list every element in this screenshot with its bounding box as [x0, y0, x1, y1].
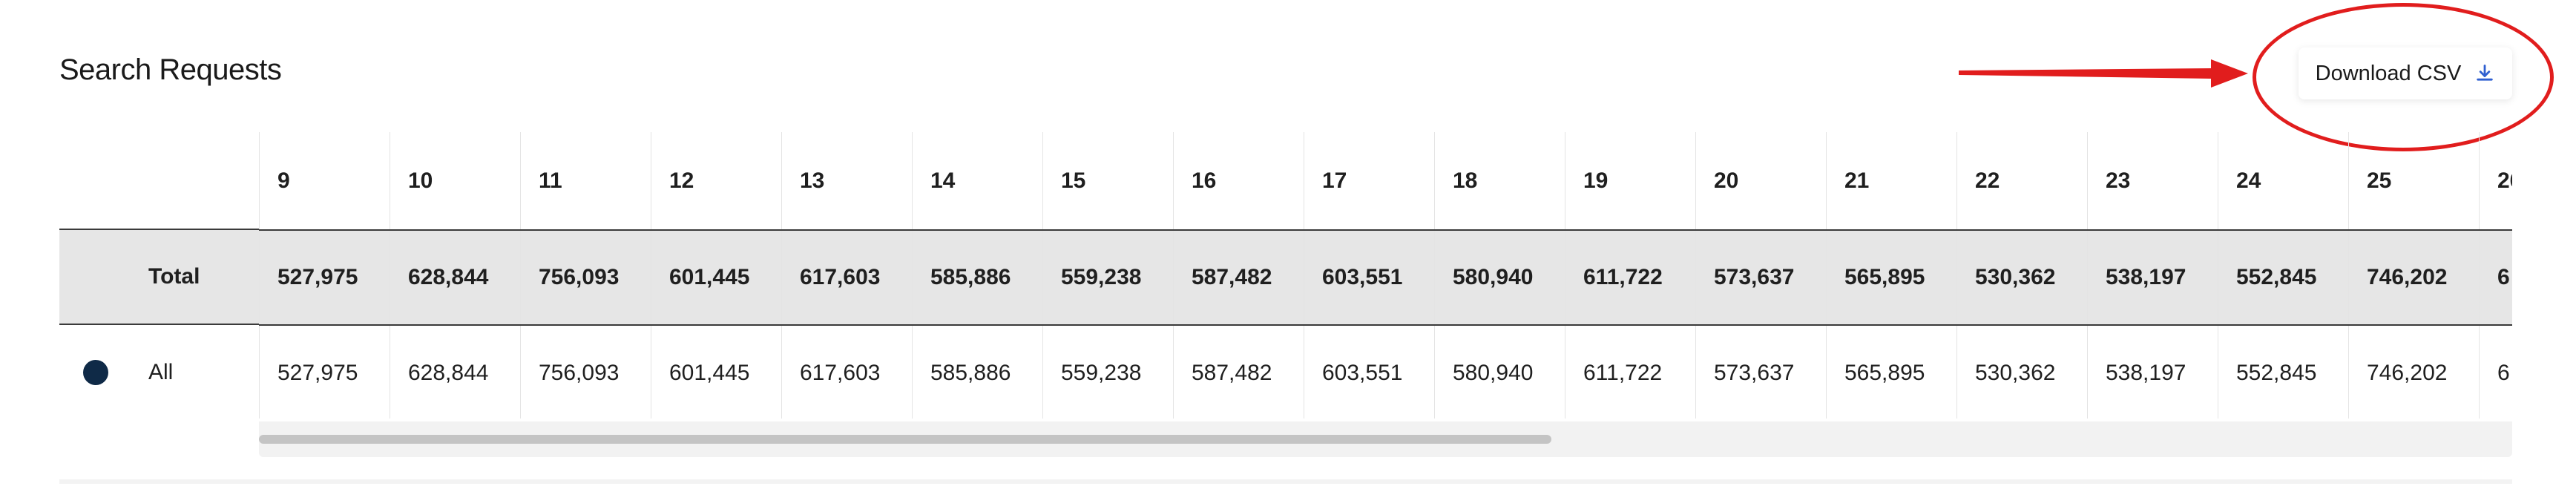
- data-table: Total All 9 10 11 12 13 14 15 16 17 18 19 20 21 22 23 2…: [59, 132, 2512, 419]
- download-csv-button[interactable]: Download CSV: [2299, 47, 2512, 99]
- total-cell: 628,844: [390, 230, 521, 326]
- column-header: 14: [912, 132, 1043, 231]
- all-cell: 587,482: [1173, 325, 1304, 419]
- column-header: 17: [1304, 132, 1435, 231]
- total-cell: 580,940: [1434, 230, 1565, 326]
- row-labels-column: Total All: [59, 132, 259, 419]
- all-cell: 6: [2479, 325, 2512, 419]
- total-cell: 617,603: [781, 230, 913, 326]
- column-header: 26: [2479, 132, 2512, 231]
- total-cell: 603,551: [1304, 230, 1435, 326]
- all-row: 527,975 628,844 756,093 601,445 617,603 585,8…: [259, 325, 2512, 419]
- column-header: 10: [390, 132, 521, 231]
- total-row-label: Total: [59, 230, 259, 325]
- table-scroll-area[interactable]: 91011121314151617181920212223242526 527,…: [259, 132, 2512, 419]
- column-header: 20: [1695, 132, 1827, 231]
- series-color-dot: [83, 360, 108, 385]
- column-header: 21: [1826, 132, 1957, 231]
- all-cell: 565,895: [1826, 325, 1957, 419]
- total-cell: 587,482: [1173, 230, 1304, 326]
- total-cell: 552,845: [2218, 230, 2349, 326]
- total-cell: 611,722: [1565, 230, 1696, 326]
- all-cell: 552,845: [2218, 325, 2349, 419]
- column-header: 12: [651, 132, 782, 231]
- all-cell: 617,603: [781, 325, 913, 419]
- column-header: 16: [1173, 132, 1304, 231]
- column-header: 15: [1042, 132, 1174, 231]
- all-cell: 538,197: [2087, 325, 2218, 419]
- values-grid: 91011121314151617181920212223242526 527,…: [259, 132, 2512, 419]
- total-cell: 585,886: [912, 230, 1043, 326]
- column-header: 23: [2087, 132, 2218, 231]
- all-cell: 611,722: [1565, 325, 1696, 419]
- all-cell: 628,844: [390, 325, 521, 419]
- all-cell: 530,362: [1956, 325, 2088, 419]
- header-corner-cell: [59, 132, 259, 230]
- column-header: 18: [1434, 132, 1565, 231]
- all-cell: 603,551: [1304, 325, 1435, 419]
- annotation-arrow: [1959, 59, 2248, 88]
- total-cell: 573,637: [1695, 230, 1827, 326]
- all-cell: 580,940: [1434, 325, 1565, 419]
- column-header: 19: [1565, 132, 1696, 231]
- all-cell: 527,975: [259, 325, 390, 419]
- column-header: 9: [259, 132, 390, 231]
- total-cell: 538,197: [2087, 230, 2218, 326]
- column-header-row: 91011121314151617181920212223242526: [259, 132, 2512, 231]
- horizontal-scrollbar[interactable]: [259, 421, 2512, 457]
- all-row-label-cell: All: [59, 325, 259, 419]
- download-csv-label: Download CSV: [2315, 61, 2462, 85]
- total-cell: 756,093: [520, 230, 651, 326]
- total-cell: 559,238: [1042, 230, 1174, 326]
- all-cell: 756,093: [520, 325, 651, 419]
- all-cell: 559,238: [1042, 325, 1174, 419]
- all-cell: 573,637: [1695, 325, 1827, 419]
- column-header: 25: [2348, 132, 2480, 231]
- column-header: 24: [2218, 132, 2349, 231]
- all-cell: 585,886: [912, 325, 1043, 419]
- scrollbar-thumb[interactable]: [259, 435, 1551, 444]
- page-title: Search Requests: [59, 53, 282, 86]
- total-cell: 746,202: [2348, 230, 2480, 326]
- column-header: 11: [520, 132, 651, 231]
- total-cell: 527,975: [259, 230, 390, 326]
- panel-bottom-edge: [59, 479, 2512, 484]
- all-cell: 601,445: [651, 325, 782, 419]
- all-cell: 746,202: [2348, 325, 2480, 419]
- column-header: 13: [781, 132, 913, 231]
- total-cell: 601,445: [651, 230, 782, 326]
- total-cell: 565,895: [1826, 230, 1957, 326]
- column-header: 22: [1956, 132, 2088, 231]
- all-row-label: All: [148, 360, 174, 384]
- total-cell: 6: [2479, 230, 2512, 326]
- total-row: 527,975 628,844 756,093 601,445 617,603 585,8…: [259, 230, 2512, 326]
- download-icon: [2477, 65, 2494, 81]
- total-cell: 530,362: [1956, 230, 2088, 326]
